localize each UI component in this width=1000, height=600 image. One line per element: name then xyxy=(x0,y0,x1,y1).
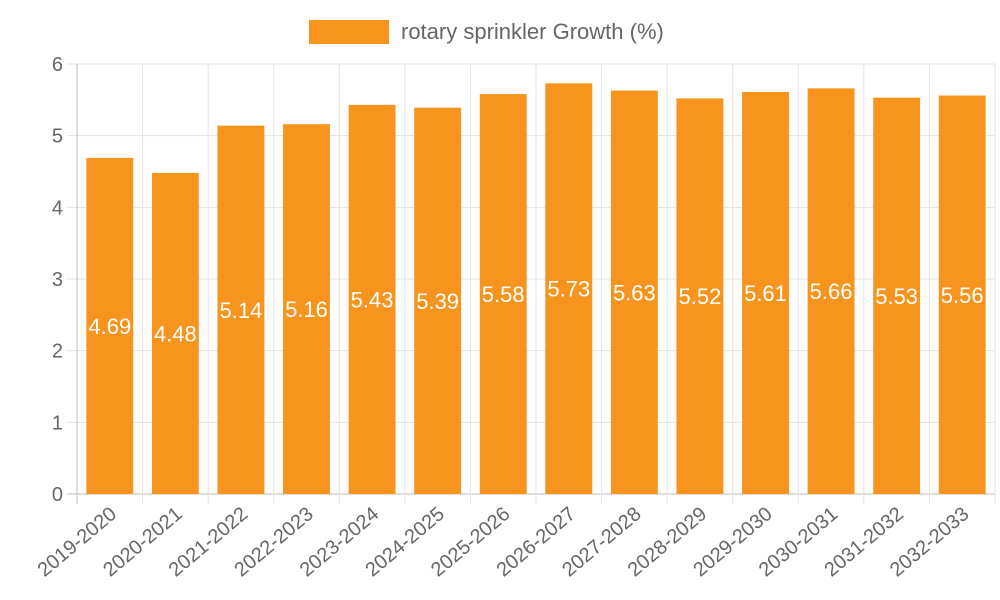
bar-2029-2030[interactable] xyxy=(742,91,789,494)
y-tick-label: 5 xyxy=(52,126,63,148)
bar-2026-2027[interactable] xyxy=(545,83,593,494)
bar-2021-2022[interactable] xyxy=(217,125,265,494)
data-label: 5.61 xyxy=(744,281,787,306)
y-tick-label: 1 xyxy=(52,412,63,434)
bar-2025-2026[interactable] xyxy=(479,94,527,494)
bar-2030-2031[interactable] xyxy=(807,88,855,494)
y-tick-label: 6 xyxy=(52,54,63,76)
bar-2032-2033[interactable] xyxy=(938,95,986,495)
bar-2027-2028[interactable] xyxy=(610,90,658,495)
bars xyxy=(86,83,986,495)
y-tick-label: 3 xyxy=(52,269,63,291)
y-tick-label: 0 xyxy=(52,484,63,506)
legend-swatch xyxy=(309,20,389,44)
data-labels: 4.69 4.48 5.14 5.16 5.43 5.39 5.58 5.73 5.63 5.52… xyxy=(88,277,983,347)
data-label: 5.52 xyxy=(679,284,722,309)
data-label: 5.39 xyxy=(416,289,459,314)
bar-2023-2024[interactable] xyxy=(348,104,396,494)
bar-2022-2023[interactable] xyxy=(283,124,330,494)
data-label: 5.53 xyxy=(875,284,918,309)
y-tick-label: 4 xyxy=(52,197,63,219)
legend[interactable]: rotary sprinkler Growth (%) xyxy=(309,19,664,44)
bar-2019-2020[interactable] xyxy=(86,157,134,494)
data-label: 5.66 xyxy=(810,279,853,304)
data-label: 5.43 xyxy=(351,287,394,312)
y-tick-label: 2 xyxy=(52,341,63,363)
legend-label: rotary sprinkler Growth (%) xyxy=(401,19,664,44)
bar-2031-2032[interactable] xyxy=(873,97,921,494)
data-label: 4.69 xyxy=(88,314,131,339)
data-label: 5.58 xyxy=(482,282,525,307)
data-label: 5.14 xyxy=(220,298,263,323)
data-label: 5.73 xyxy=(547,277,590,302)
data-label: 5.56 xyxy=(941,283,984,308)
bar-2024-2025[interactable] xyxy=(414,107,462,494)
bar-2020-2021[interactable] xyxy=(151,172,199,494)
data-label: 5.16 xyxy=(285,297,328,322)
data-label: 5.63 xyxy=(613,280,656,305)
gridlines xyxy=(67,63,996,504)
bar-2028-2029[interactable] xyxy=(676,98,724,495)
data-label: 4.48 xyxy=(154,321,197,346)
